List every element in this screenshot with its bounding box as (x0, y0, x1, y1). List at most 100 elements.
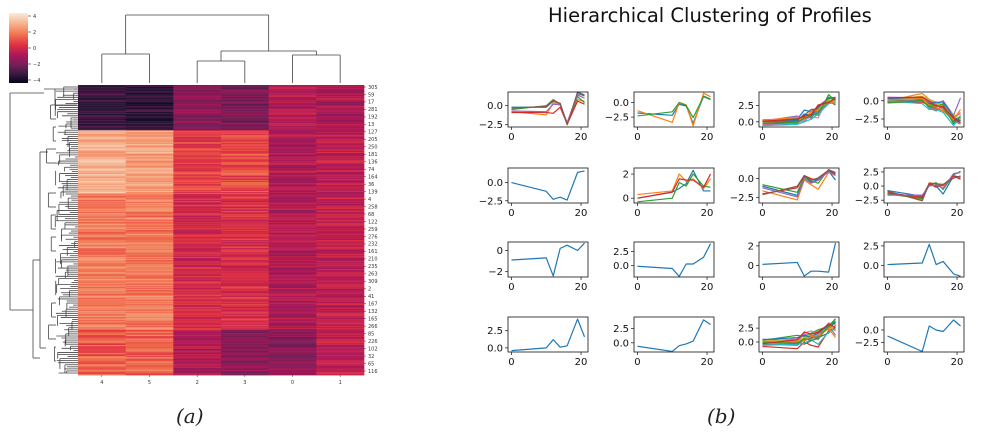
heatmap-cell (268, 164, 317, 167)
heatmap-cell (221, 298, 269, 301)
heatmap-cell (78, 280, 126, 283)
heatmap-cell (173, 238, 222, 240)
heatmap-cell (173, 251, 222, 254)
heatmap-cell (316, 345, 365, 347)
heatmap-cell (316, 332, 365, 334)
heatmap-cell (221, 353, 269, 355)
heatmap-cell (316, 133, 365, 135)
heatmap-cell (221, 128, 269, 130)
heatmap-cell (268, 103, 317, 105)
heatmap-cell (173, 279, 222, 282)
heatmap-cell (268, 297, 317, 299)
heatmap-cell (221, 253, 269, 255)
heatmap-cell (125, 210, 174, 212)
heatmap-cell (173, 212, 222, 215)
heatmap-cell (316, 169, 365, 171)
heatmap-cell (221, 251, 269, 254)
heatmap-cell (125, 249, 174, 251)
heatmap-cell (316, 173, 365, 176)
heatmap-cell (125, 366, 174, 369)
heatmap-cell (316, 215, 365, 217)
heatmap-cell (221, 263, 269, 265)
heatmap-cell (221, 96, 269, 99)
heatmap-cell (268, 100, 317, 102)
heatmap-cell (125, 338, 174, 341)
heatmap-cell (268, 362, 317, 364)
heatmap-cell (125, 144, 174, 147)
heatmap-cell (78, 219, 126, 221)
heatmap-cell (125, 114, 174, 117)
heatmap-cell (221, 256, 269, 258)
heatmap-cell (125, 213, 174, 215)
y-tick-label: 2.5 (487, 326, 503, 337)
heatmap-cell (78, 264, 126, 266)
heatmap-cell (78, 213, 126, 215)
heatmap-cell (173, 155, 222, 157)
heatmap-cell (221, 292, 269, 294)
heatmap-cell (78, 117, 126, 119)
heatmap-cell (221, 346, 269, 348)
heatmap-cell (268, 129, 317, 131)
heatmap-cell (221, 181, 269, 184)
heatmap-cell (316, 216, 365, 218)
heatmap-cell (268, 359, 317, 361)
heatmap-cell (221, 252, 269, 254)
heatmap-cell (78, 340, 126, 342)
heatmap-cell (221, 284, 269, 286)
colorbar-tick-label: −4 (33, 78, 40, 84)
heatmap-cell (125, 123, 174, 125)
row-label: 36 (368, 182, 374, 188)
heatmap-cell (173, 298, 222, 301)
heatmap-cell (125, 274, 174, 276)
heatmap-cell (78, 141, 126, 143)
heatmap-cell (268, 287, 317, 289)
heatmap-cell (221, 197, 269, 199)
heatmap-cell (78, 299, 126, 302)
heatmap-cell (173, 194, 222, 196)
heatmap-cell (316, 298, 365, 301)
heatmap-cell (316, 180, 365, 182)
heatmap-cell (316, 304, 365, 306)
heatmap-cell (268, 152, 317, 155)
heatmap-cell (221, 236, 269, 238)
heatmap-cell (221, 295, 269, 297)
heatmap-cell (268, 274, 317, 276)
heatmap-cell (316, 346, 365, 348)
heatmap-cell (221, 155, 269, 157)
heatmap-cell (268, 281, 317, 283)
heatmap-cell (125, 278, 174, 280)
heatmap-cell (173, 202, 222, 205)
heatmap-cell (268, 303, 317, 305)
heatmap-cell (268, 278, 317, 280)
heatmap-cell (173, 363, 222, 365)
heatmap-cell (221, 268, 269, 270)
heatmap-cell (125, 268, 174, 271)
heatmap-cell (173, 138, 222, 140)
heatmap-cell (268, 341, 317, 343)
heatmap-cell (316, 293, 365, 295)
heatmap-cell (125, 282, 174, 284)
heatmap-cell (78, 357, 126, 360)
heatmap-cell (78, 273, 126, 275)
heatmap-cell (221, 139, 269, 141)
heatmap-cell (316, 310, 365, 312)
heatmap-cell (173, 266, 222, 268)
heatmap-cell (173, 135, 222, 138)
heatmap-cell (173, 175, 222, 177)
profile-subplot: 0 200.0−2.5 (605, 91, 715, 143)
heatmap-cell (125, 124, 174, 127)
heatmap-cell (316, 139, 365, 141)
heatmap-cell (316, 152, 365, 154)
heatmap-cell (221, 290, 269, 293)
heatmap-cell (78, 351, 126, 353)
heatmap-cell (125, 195, 174, 197)
heatmap-cell (78, 261, 126, 264)
heatmap-cell (316, 246, 365, 248)
heatmap-cell (221, 158, 269, 160)
heatmap-cell (173, 107, 222, 109)
heatmap-cell (221, 212, 269, 215)
heatmap-cell (125, 230, 174, 233)
heatmap-cell (173, 133, 222, 135)
heatmap-cell (173, 297, 222, 300)
